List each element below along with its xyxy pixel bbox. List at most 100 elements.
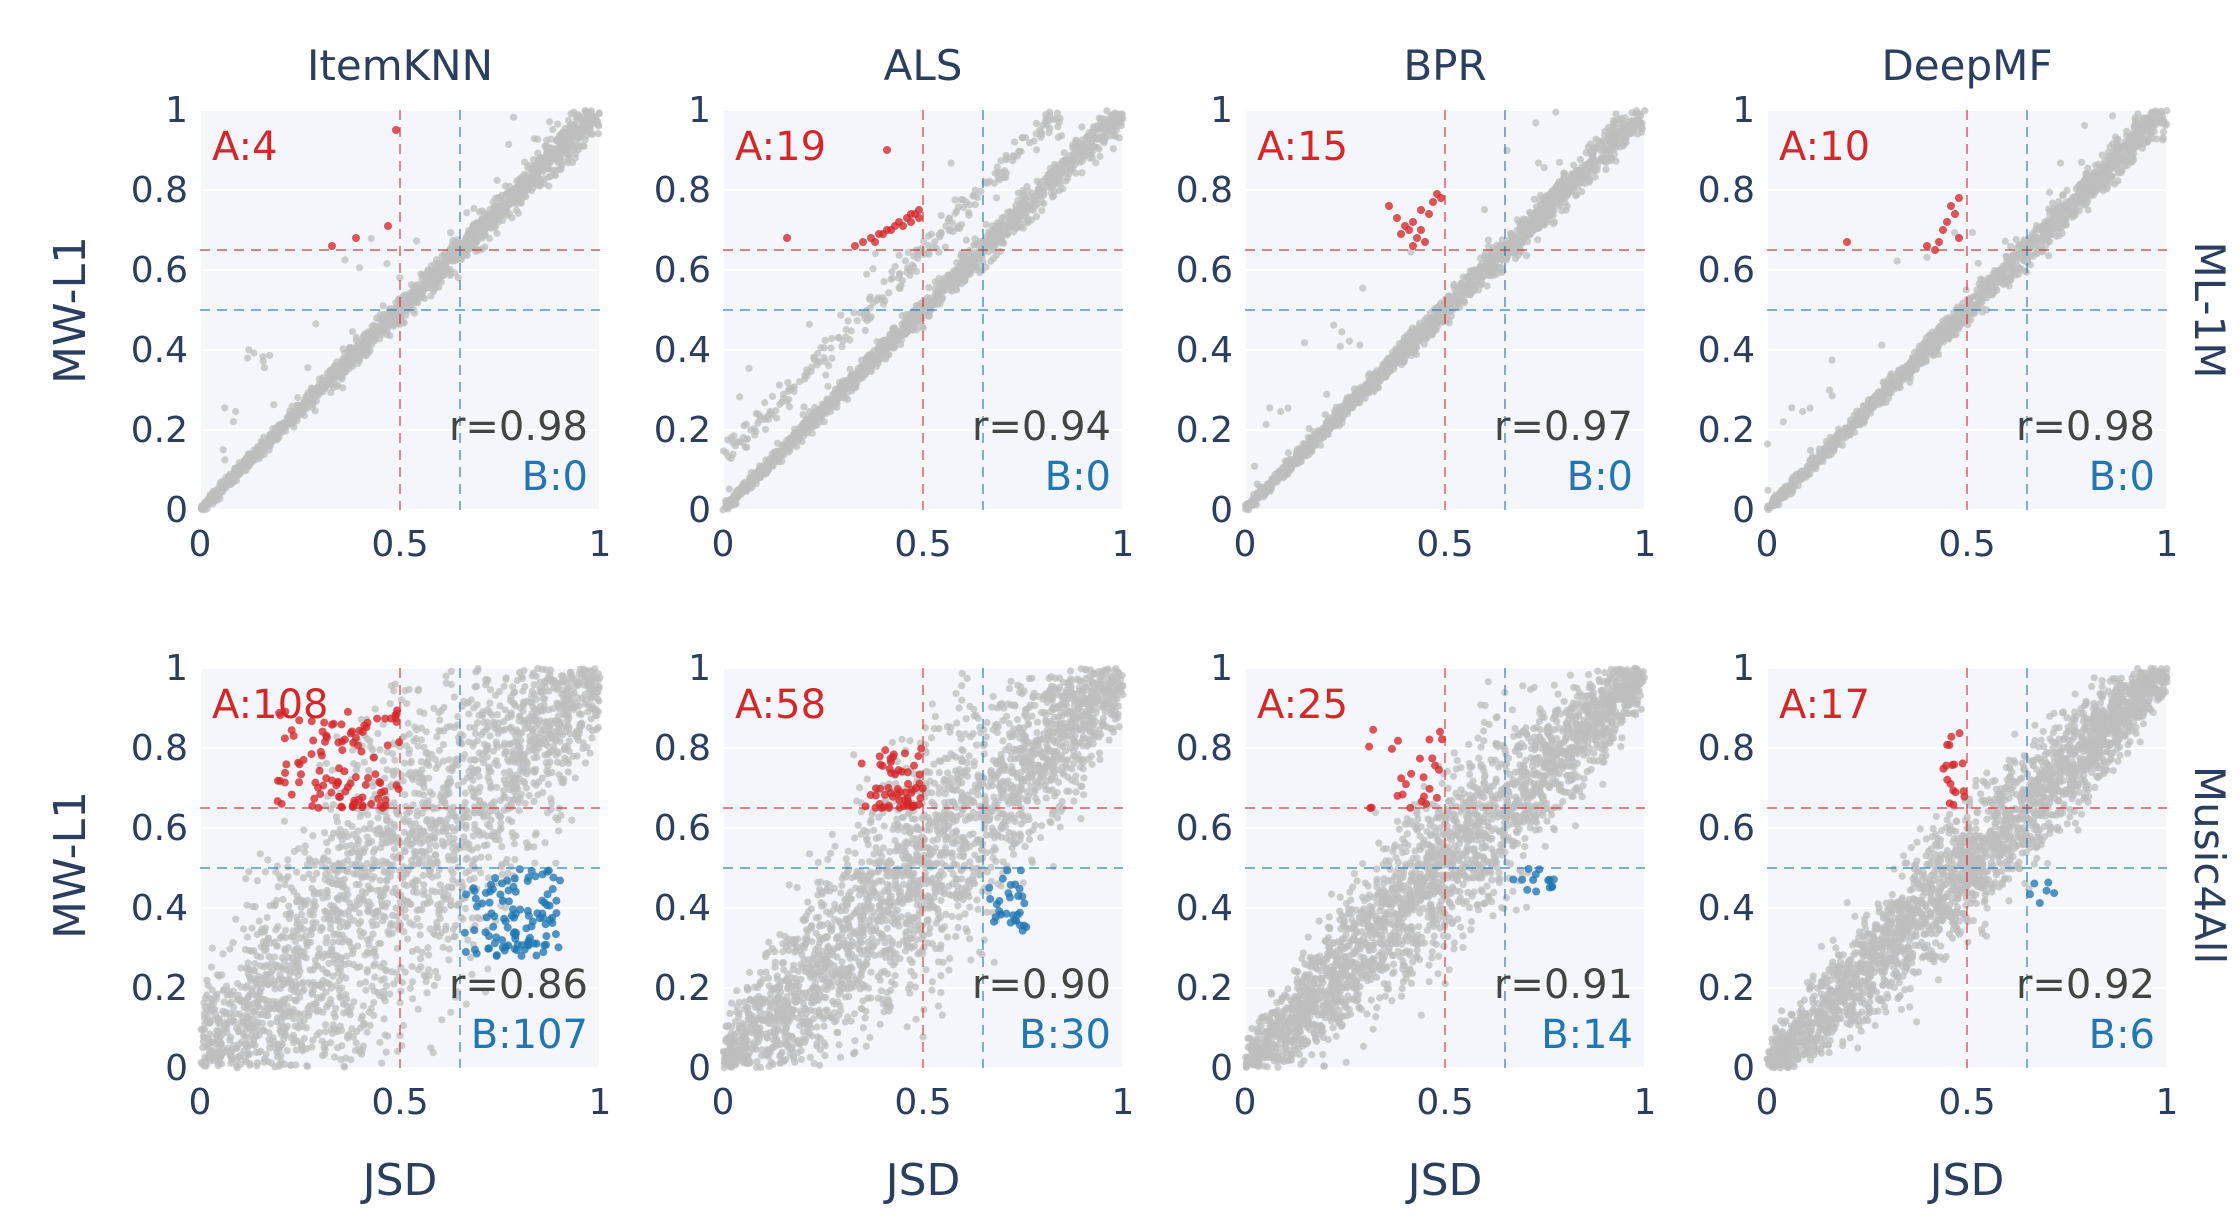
data-point — [429, 287, 438, 295]
data-point — [777, 451, 786, 459]
data-point — [1006, 208, 1014, 216]
data-point — [514, 183, 522, 192]
data-point — [1336, 342, 1344, 350]
data-point — [1000, 230, 1008, 238]
data-point — [861, 326, 869, 335]
data-point — [1602, 165, 1610, 174]
data-point — [274, 424, 282, 432]
data-point — [1363, 387, 1371, 395]
data-point — [1041, 175, 1050, 183]
data-point — [478, 218, 486, 227]
data-point — [1385, 202, 1393, 210]
data-point — [1523, 252, 1531, 260]
data-point — [871, 249, 880, 258]
data-point — [971, 186, 979, 194]
data-point — [1493, 245, 1501, 253]
data-point — [764, 459, 772, 467]
data-point — [1457, 282, 1465, 291]
data-point — [594, 129, 603, 138]
data-point — [1425, 210, 1433, 218]
data-point — [1020, 204, 1028, 212]
data-point — [996, 176, 1004, 184]
data-point — [1475, 267, 1484, 275]
data-point — [803, 366, 811, 374]
data-point — [595, 109, 603, 118]
data-point — [1248, 501, 1256, 509]
data-point — [1023, 182, 1031, 191]
data-point — [790, 430, 798, 438]
data-point — [927, 230, 936, 238]
data-point — [940, 287, 948, 295]
data-point — [1284, 404, 1292, 412]
data-point — [1283, 457, 1291, 466]
y-tick-label: 0 — [165, 490, 188, 531]
x-tick-label: 0 — [189, 524, 212, 565]
data-point — [745, 364, 753, 373]
data-point — [893, 333, 901, 341]
data-point — [1066, 152, 1074, 160]
y-tick-label: 0.6 — [131, 250, 188, 291]
data-point — [883, 146, 891, 154]
data-point — [828, 334, 836, 343]
data-point — [1054, 123, 1062, 131]
data-point — [1280, 464, 1288, 472]
data-point — [485, 234, 493, 243]
data-point — [761, 399, 769, 407]
data-point — [953, 224, 961, 232]
data-point — [1018, 134, 1027, 142]
data-point — [1056, 161, 1064, 169]
data-point — [1513, 216, 1521, 224]
data-point — [1543, 200, 1551, 209]
data-point — [578, 125, 586, 133]
data-point — [872, 353, 880, 361]
data-point — [907, 210, 915, 218]
data-point — [950, 269, 959, 277]
data-point — [1083, 132, 1091, 141]
data-point — [384, 222, 392, 230]
y-tick-label: 0.6 — [1176, 250, 1233, 291]
data-point — [559, 157, 567, 165]
data-point — [863, 270, 871, 278]
data-point — [1603, 142, 1611, 150]
data-point — [951, 196, 959, 204]
data-point — [529, 177, 537, 186]
data-point — [757, 471, 765, 479]
data-point — [300, 402, 308, 410]
data-point — [1412, 333, 1420, 341]
data-point — [1409, 242, 1417, 250]
data-point — [311, 407, 319, 415]
data-point — [815, 407, 824, 415]
data-point — [912, 326, 921, 334]
data-point — [367, 234, 375, 243]
data-point — [1484, 236, 1492, 244]
data-point — [765, 411, 773, 419]
data-point — [1262, 485, 1270, 493]
data-point — [1532, 119, 1540, 127]
panel-ml-1m-deepmf: 00.20.40.60.810 0.5 1A:10r=0.98B:0 — [1698, 90, 2179, 565]
data-point — [352, 234, 360, 242]
x-tick-label: 0 — [712, 524, 735, 565]
data-point — [847, 327, 855, 335]
data-point — [441, 266, 449, 275]
data-point — [1558, 207, 1566, 215]
data-point — [1305, 424, 1313, 433]
data-point — [1050, 179, 1058, 187]
data-point — [883, 351, 891, 359]
data-point — [1534, 236, 1542, 244]
data-point — [355, 264, 364, 272]
data-point — [895, 251, 903, 259]
data-point — [450, 269, 459, 277]
data-point — [1611, 118, 1619, 126]
data-point — [866, 314, 874, 322]
data-point — [1045, 129, 1053, 137]
data-point — [1368, 373, 1376, 381]
data-point — [874, 344, 882, 353]
data-point — [259, 357, 267, 365]
data-point — [1530, 195, 1538, 203]
data-point — [413, 281, 421, 289]
data-point — [940, 274, 949, 282]
data-point — [1253, 489, 1261, 497]
data-point — [533, 169, 541, 177]
data-point — [1039, 191, 1047, 199]
data-point — [749, 475, 757, 483]
